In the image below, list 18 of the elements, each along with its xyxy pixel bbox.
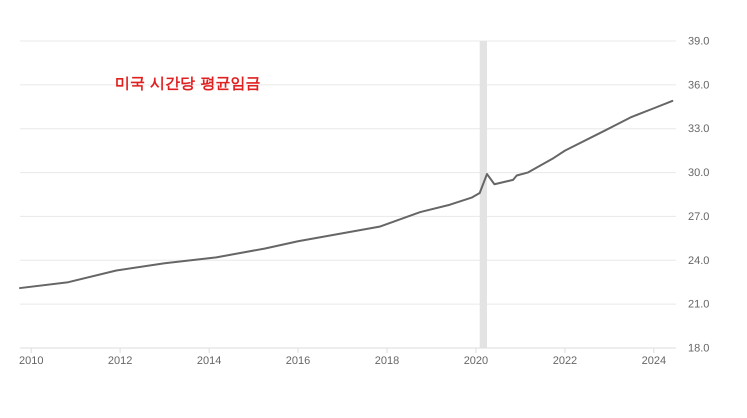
y-tick-label: 18.0 — [688, 342, 710, 355]
annotation: 미국 시간당 평균임금 — [115, 74, 260, 92]
x-tick-label: 2024 — [642, 354, 666, 367]
x-tick-label: 2016 — [286, 354, 310, 367]
line-series — [19, 100, 674, 290]
y-tick-label: 24.0 — [688, 254, 710, 267]
y-tick-label: 21.0 — [688, 298, 710, 311]
x-tick-label: 2022 — [552, 354, 578, 367]
x-tick-label: 2020 — [464, 354, 488, 367]
y-tick-label: 30.0 — [688, 167, 710, 180]
x-tick-label: 2014 — [196, 354, 222, 367]
y-tick-label: 36.0 — [688, 79, 710, 92]
y-tick-label: 27.0 — [688, 210, 710, 223]
x-tick-label: 2012 — [108, 354, 132, 367]
x-tick-label: 2010 — [18, 354, 44, 367]
x-tick-label: 2018 — [374, 354, 400, 367]
y-tick-label: 39.0 — [688, 36, 710, 48]
y-tick-label: 33.0 — [688, 123, 710, 136]
